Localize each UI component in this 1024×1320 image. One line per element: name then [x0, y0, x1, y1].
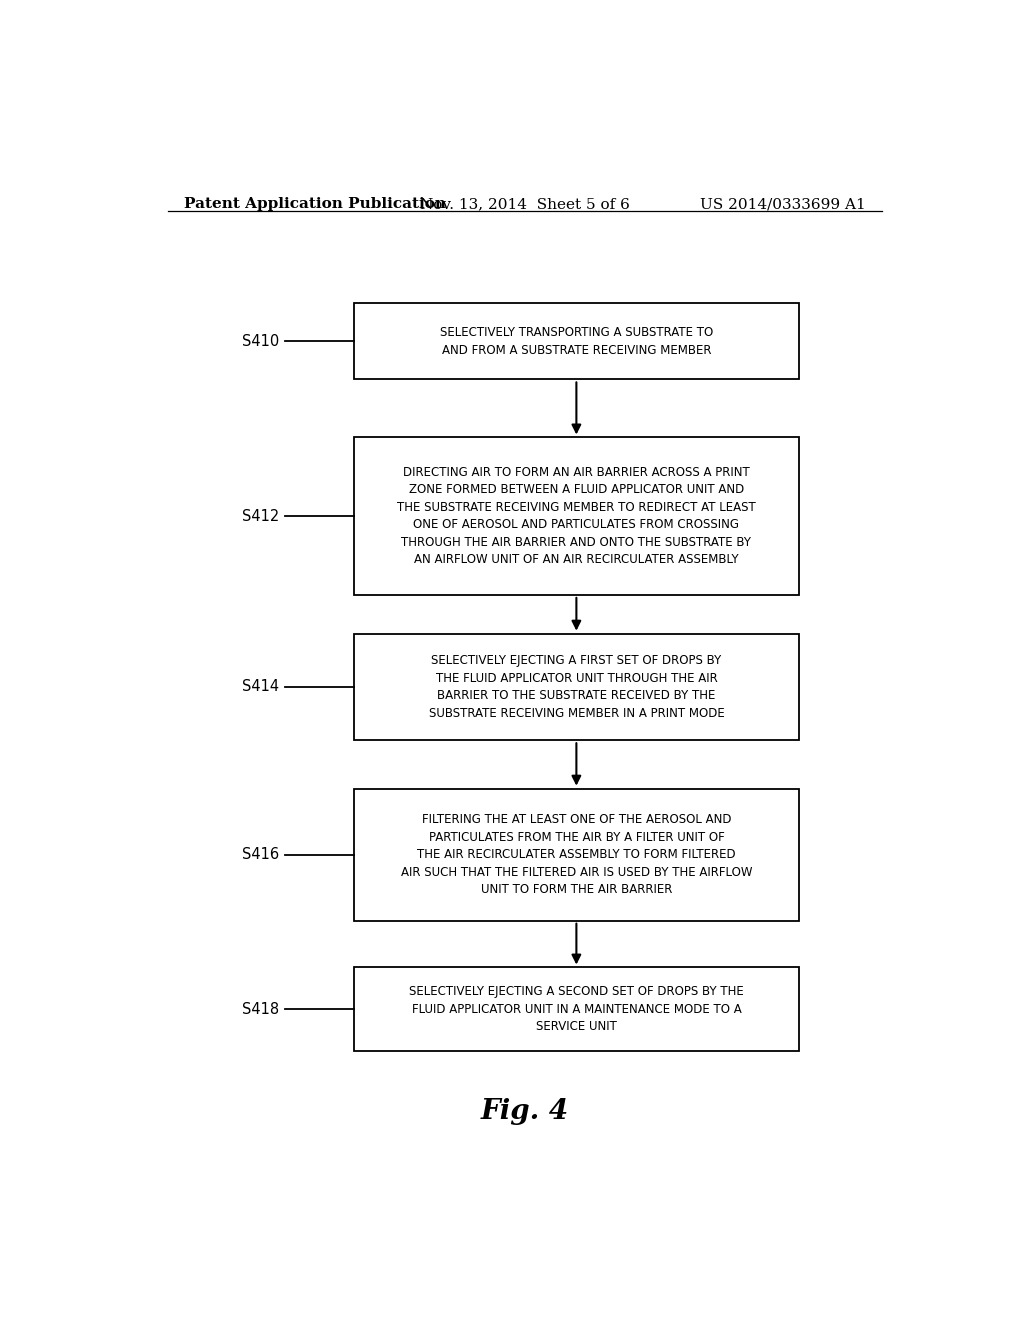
Text: S410: S410: [242, 334, 279, 348]
Text: FILTERING THE AT LEAST ONE OF THE AEROSOL AND
PARTICULATES FROM THE AIR BY A FIL: FILTERING THE AT LEAST ONE OF THE AEROSO…: [400, 813, 753, 896]
Text: S416: S416: [242, 847, 279, 862]
Text: DIRECTING AIR TO FORM AN AIR BARRIER ACROSS A PRINT
ZONE FORMED BETWEEN A FLUID : DIRECTING AIR TO FORM AN AIR BARRIER ACR…: [397, 466, 756, 566]
Text: Patent Application Publication: Patent Application Publication: [183, 197, 445, 211]
Bar: [354, 968, 799, 1051]
Text: Nov. 13, 2014  Sheet 5 of 6: Nov. 13, 2014 Sheet 5 of 6: [420, 197, 630, 211]
Bar: [354, 634, 799, 741]
Text: S418: S418: [242, 1002, 279, 1016]
Bar: [354, 304, 799, 379]
Text: SELECTIVELY EJECTING A SECOND SET OF DROPS BY THE
FLUID APPLICATOR UNIT IN A MAI: SELECTIVELY EJECTING A SECOND SET OF DRO…: [409, 985, 743, 1034]
Text: SELECTIVELY TRANSPORTING A SUBSTRATE TO
AND FROM A SUBSTRATE RECEIVING MEMBER: SELECTIVELY TRANSPORTING A SUBSTRATE TO …: [439, 326, 713, 356]
Bar: [354, 437, 799, 595]
Text: S414: S414: [242, 680, 279, 694]
Text: S412: S412: [242, 508, 279, 524]
Text: Fig. 4: Fig. 4: [480, 1098, 569, 1125]
Text: SELECTIVELY EJECTING A FIRST SET OF DROPS BY
THE FLUID APPLICATOR UNIT THROUGH T: SELECTIVELY EJECTING A FIRST SET OF DROP…: [428, 655, 724, 719]
Text: US 2014/0333699 A1: US 2014/0333699 A1: [700, 197, 866, 211]
Bar: [354, 788, 799, 921]
